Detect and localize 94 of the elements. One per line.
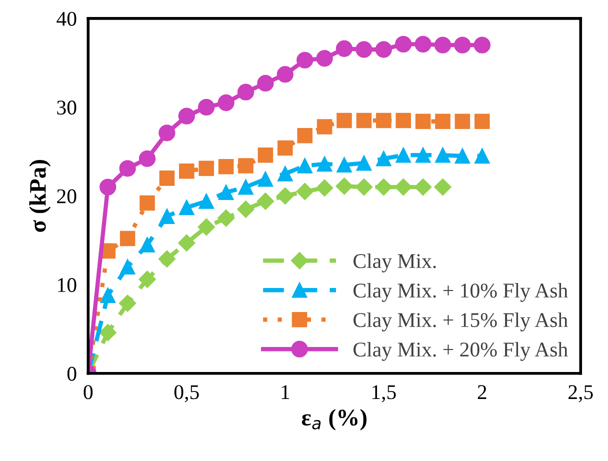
point: [218, 159, 234, 174]
point: [238, 158, 254, 174]
point: [297, 128, 312, 144]
point: [435, 114, 450, 130]
point: [276, 66, 294, 83]
point: [178, 234, 196, 252]
point: [138, 270, 156, 288]
x-axis-title: ε$_{a}$ (%): [302, 408, 367, 430]
point: [336, 112, 352, 128]
point: [158, 250, 176, 268]
point: [119, 160, 136, 177]
point: [454, 36, 471, 54]
x-tick-label: 1,5: [372, 385, 396, 402]
point: [198, 98, 215, 116]
point: [415, 114, 431, 130]
point: [394, 178, 412, 196]
y-axis-title: σ (kPa): [29, 160, 51, 232]
point: [474, 36, 490, 54]
point: [238, 179, 254, 195]
point: [454, 114, 470, 130]
point: [257, 74, 274, 92]
point: [396, 147, 411, 163]
point: [159, 170, 175, 186]
point: [296, 182, 314, 200]
x-tick-label: 0,5: [174, 385, 199, 402]
point: [140, 237, 155, 252]
point: [159, 208, 175, 224]
point: [120, 230, 136, 246]
point: [316, 50, 333, 67]
point: [138, 150, 156, 167]
legend-label: Clay Mix. + 15% Fly Ash: [354, 312, 568, 332]
point: [355, 178, 372, 196]
point: [237, 84, 254, 100]
point: [316, 179, 334, 196]
point: [198, 160, 214, 176]
point: [415, 147, 431, 163]
point: [376, 151, 392, 166]
point: [158, 124, 176, 142]
point: [276, 187, 294, 204]
point: [336, 40, 353, 57]
point: [179, 163, 194, 179]
y-tick-label: 0: [67, 366, 76, 381]
point: [336, 157, 352, 173]
point: [316, 119, 332, 134]
point: [296, 52, 314, 68]
point: [218, 210, 235, 227]
x-tick-label: 1: [282, 385, 290, 399]
point: [120, 259, 136, 275]
point: [258, 147, 274, 163]
point: [140, 195, 155, 211]
y-tick-label: 30: [57, 100, 76, 115]
point: [218, 94, 234, 112]
point: [414, 36, 432, 53]
point: [474, 148, 490, 164]
point: [179, 200, 194, 216]
point: [297, 158, 312, 174]
point: [99, 324, 116, 342]
y-tick-label: 40: [56, 12, 76, 26]
point: [100, 288, 116, 303]
point: [336, 178, 353, 195]
y-tick-label: 20: [57, 189, 76, 204]
x-tick-label: 2: [478, 385, 486, 399]
point: [198, 194, 214, 209]
x-tick-label: 0: [84, 385, 93, 400]
point: [375, 178, 392, 196]
point: [454, 148, 470, 164]
point: [258, 171, 274, 187]
point: [218, 184, 234, 200]
point: [435, 147, 450, 163]
y-tick-label: 10: [58, 278, 76, 292]
point: [414, 178, 432, 196]
point: [119, 294, 136, 312]
point: [396, 112, 411, 128]
point: [356, 41, 372, 58]
point: [278, 140, 293, 156]
point: [434, 178, 452, 196]
legend-label: Clay Mix.: [354, 253, 436, 272]
point: [474, 114, 490, 130]
point: [395, 36, 412, 53]
point: [178, 108, 195, 124]
legend-label: Clay Mix. + 10% Fly Ash: [354, 282, 568, 302]
point: [256, 192, 274, 210]
point: [278, 166, 293, 182]
x-tick-label: 2,5: [568, 385, 593, 402]
point: [356, 112, 372, 128]
point: [375, 41, 392, 58]
point: [198, 218, 215, 236]
point: [376, 112, 392, 128]
point: [316, 156, 332, 172]
point: [356, 155, 372, 171]
point: [434, 36, 452, 54]
point: [100, 178, 116, 196]
legend-label: Clay Mix. + 20% Fly Ash: [354, 342, 568, 361]
point: [237, 200, 254, 218]
